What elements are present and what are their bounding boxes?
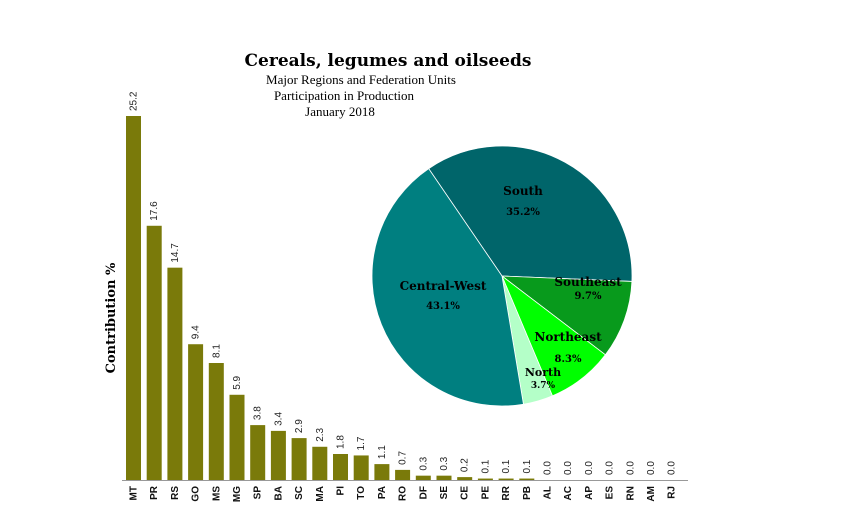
chart-title: Cereals, legumes and oilseeds	[245, 51, 532, 71]
x-tick-label: CE	[460, 486, 471, 500]
pie-label-value: 8.3%	[555, 354, 582, 365]
x-tick-label: SC	[294, 486, 305, 500]
bar-value-label: 1.8	[336, 435, 347, 449]
bar-pi	[333, 454, 348, 480]
x-tick-label: AM	[646, 486, 657, 502]
x-tick-label: AP	[584, 486, 595, 500]
bar-value-label: 0.0	[584, 461, 595, 475]
x-tick-label: ES	[605, 486, 616, 500]
bar-value-label: 0.2	[460, 458, 471, 472]
pie-label-name: Central-West	[400, 279, 487, 293]
bar-value-label: 2.9	[294, 419, 305, 433]
pie-slice-south	[428, 145, 633, 282]
bar-value-label: 0.0	[646, 461, 657, 475]
bar-sp	[250, 425, 266, 480]
pie-label-name: South	[503, 184, 543, 198]
pie-label-value: 3.7%	[531, 381, 556, 391]
x-tick-label: RS	[170, 486, 181, 500]
x-tick-label: PE	[480, 486, 491, 500]
bar-se	[436, 475, 452, 480]
x-tick-label: PA	[377, 486, 388, 499]
bar-value-label: 5.9	[232, 375, 243, 389]
y-axis-label: Contribution %	[104, 262, 119, 373]
bar-value-label: 1.7	[356, 436, 367, 450]
bar-value-label: 25.2	[129, 91, 140, 111]
bar-value-label: 14.7	[170, 243, 181, 263]
x-tick-label: SE	[439, 486, 450, 500]
bar-rs	[167, 267, 183, 480]
x-tick-label: PR	[149, 485, 160, 500]
bar-sc	[291, 438, 307, 480]
pie-label-value: 9.7%	[575, 291, 602, 302]
x-tick-label: SP	[253, 486, 264, 500]
x-tick-label: PB	[522, 486, 533, 500]
pie-label-name: North	[525, 366, 561, 379]
x-tick-label: MS	[211, 486, 222, 501]
pie-label-value: 43.1%	[426, 301, 460, 312]
bar-value-label: 0.1	[522, 459, 533, 473]
bar-ce	[457, 477, 473, 480]
bar-value-label: 0.1	[501, 459, 512, 473]
x-tick-label: RJ	[667, 486, 678, 499]
chart-subtitle-line-2: Participation in Production	[274, 88, 415, 103]
x-tick-label: BA	[273, 486, 284, 500]
x-tick-label: MG	[232, 486, 243, 502]
bar-to	[353, 455, 369, 480]
bar-value-label: 2.3	[315, 427, 326, 441]
bar-series: 25.2 MT 17.6 PR 14.7 RS 9.4 GO 8.1 MS 5.9 MG 3.8 SP 3.…	[122, 91, 688, 502]
bar-ms	[208, 363, 224, 480]
bar-ba	[270, 430, 286, 480]
bar-value-label: 0.0	[605, 461, 616, 475]
bar-value-label: 3.4	[273, 412, 284, 426]
pie-slice-central-west	[371, 168, 524, 407]
bar-ro	[395, 469, 411, 480]
bar-value-label: 0.0	[563, 461, 574, 475]
x-tick-label: RR	[501, 485, 512, 500]
bar-value-label: 9.4	[191, 325, 202, 339]
bar-go	[188, 344, 204, 480]
bar-value-label: 1.1	[377, 445, 388, 459]
chart-subtitle-line-1: Major Regions and Federation Units	[266, 72, 456, 87]
x-tick-label: MT	[129, 486, 140, 500]
pie-label-value: 35.2%	[506, 207, 540, 218]
pie-slice-southeast	[500, 275, 633, 356]
x-tick-label: TO	[356, 486, 367, 500]
x-tick-label: DF	[418, 486, 429, 499]
bar-value-label: 0.0	[667, 461, 678, 475]
bar-value-label: 0.3	[439, 456, 450, 470]
x-tick-label: GO	[191, 486, 202, 502]
bar-ma	[312, 446, 328, 480]
pie-label-name: Northeast	[534, 330, 602, 344]
x-tick-label: PI	[336, 486, 347, 496]
bar-value-label: 0.7	[398, 451, 409, 465]
bar-pe	[477, 478, 493, 480]
bar-pr	[146, 225, 162, 480]
bar-df	[415, 475, 431, 480]
x-tick-label: AL	[543, 486, 554, 499]
bar-rr	[498, 478, 514, 480]
bar-value-label: 0.1	[480, 459, 491, 473]
bar-value-label: 0.0	[543, 461, 554, 475]
bar-mt	[126, 116, 141, 480]
bar-value-label: 17.6	[149, 201, 160, 221]
chart-subtitle-line-3: January 2018	[305, 104, 375, 119]
bar-value-label: 3.8	[253, 406, 264, 420]
bar-value-label: 8.1	[211, 344, 222, 358]
bar-value-label: 0.0	[625, 461, 636, 475]
x-tick-label: RN	[625, 486, 636, 500]
x-tick-label: AC	[563, 486, 574, 500]
pie-chart: South 35.2% Southeast 9.7% Northeast 8.3%Nort…	[371, 145, 633, 407]
pie-label-name: Southeast	[554, 275, 622, 289]
bar-value-label: 0.3	[418, 456, 429, 470]
x-tick-label: RO	[398, 486, 409, 501]
bar-pb	[519, 478, 535, 480]
bar-pa	[374, 464, 390, 480]
bar-mg	[229, 394, 245, 480]
x-tick-label: MA	[315, 486, 326, 502]
